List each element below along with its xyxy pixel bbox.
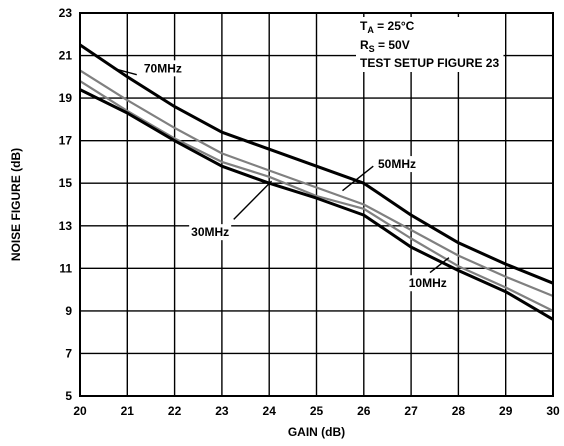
- x-tick-label: 29: [499, 404, 513, 418]
- temperature-annotation: TA = 25°C: [360, 19, 415, 35]
- series-label-10mhz: 10MHz: [409, 276, 447, 290]
- ta-symbol: T: [360, 19, 368, 33]
- x-tick-label: 21: [121, 404, 135, 418]
- series-label-background: [375, 156, 419, 173]
- leader-line: [233, 180, 273, 220]
- plot-frame: [79, 12, 554, 397]
- x-tick-label: 26: [357, 404, 371, 418]
- series-label-leaders: [112, 67, 450, 274]
- ta-subscript: A: [367, 25, 374, 35]
- y-axis-label: NOISE FIGURE (dB): [9, 148, 23, 261]
- x-tick-label: 22: [168, 404, 182, 418]
- series-line-50mhz: [79, 69, 554, 298]
- y-tick-label: 15: [59, 176, 73, 190]
- x-tick-label: 25: [310, 404, 324, 418]
- x-tick-label: 20: [73, 404, 87, 418]
- x-tick-label: 23: [215, 404, 229, 418]
- y-tick-labels: 5 7 9 11 13 15 17 19 21 23: [59, 6, 73, 403]
- series-label-50mhz: 50MHz: [378, 157, 416, 171]
- x-tick-label: 27: [404, 404, 418, 418]
- ta-value: = 25°C: [374, 19, 415, 33]
- rs-subscript: S: [369, 44, 375, 54]
- y-tick-label: 23: [59, 6, 73, 20]
- x-tick-label: 30: [546, 404, 560, 418]
- series-line-70mhz: [79, 43, 554, 285]
- rs-value: = 50V: [375, 38, 410, 52]
- series-line-30mhz: [79, 80, 554, 312]
- series-label-background: [406, 275, 449, 292]
- series-label-background: [189, 224, 232, 241]
- series-lines: [79, 43, 554, 321]
- x-tick-label: 28: [452, 404, 466, 418]
- test-setup-annotation: TEST SETUP FIGURE 23: [360, 56, 499, 70]
- source-resistance-annotation: RS = 50V: [360, 38, 410, 54]
- leader-line: [429, 257, 450, 274]
- y-tick-label: 19: [59, 91, 73, 105]
- annotation-block: TA = 25°C RS = 50V TEST SETUP FIGURE 23: [356, 17, 504, 72]
- y-tick-label: 21: [59, 49, 73, 63]
- y-tick-label: 5: [65, 389, 72, 403]
- series-line-10mhz: [79, 88, 554, 321]
- leader-line: [112, 67, 137, 76]
- y-tick-label: 9: [65, 304, 72, 318]
- annotation-background: [356, 17, 504, 72]
- rs-symbol: R: [360, 38, 369, 52]
- y-tick-label: 17: [59, 134, 73, 148]
- y-tick-label: 13: [59, 219, 73, 233]
- y-tick-label: 7: [65, 346, 72, 360]
- series-label-70mhz: 70MHz: [144, 61, 182, 75]
- y-tick-label: 11: [59, 261, 72, 275]
- x-axis-label: GAIN (dB): [288, 425, 345, 439]
- x-tick-label: 24: [263, 404, 277, 418]
- leader-line: [342, 165, 374, 192]
- x-tick-labels: 20 21 22 23 24 25 26 27 28 29 30: [73, 404, 560, 418]
- series-label-30mhz: 30MHz: [191, 225, 229, 239]
- series-label-background: [141, 60, 184, 77]
- series-labels: 70MHz 50MHz 30MHz 10MHz: [141, 60, 449, 292]
